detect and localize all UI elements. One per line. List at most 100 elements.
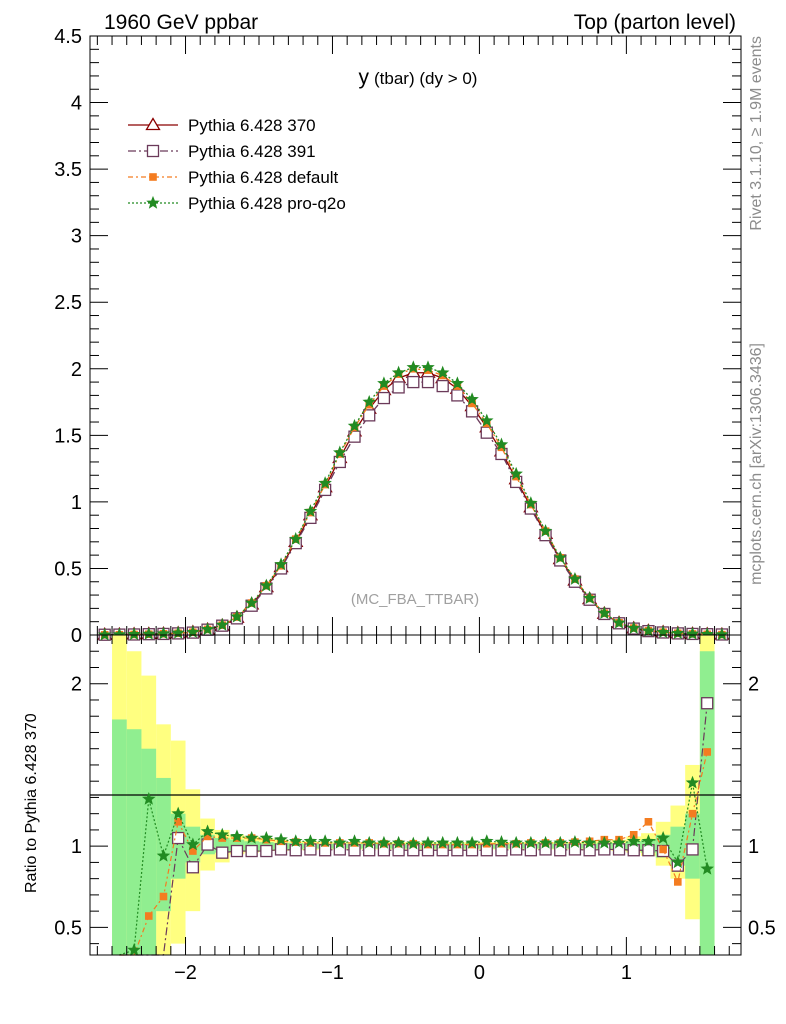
main-data-point (215, 617, 230, 631)
main-data-point (230, 609, 244, 623)
main-data-point (259, 578, 274, 592)
ratio-data-point (186, 837, 200, 851)
ratio-data-point (274, 843, 288, 856)
main-data-point (156, 626, 171, 640)
ratio-y-tick-label-right: 0.5 (748, 917, 776, 939)
ratio-x-tick-label: 0 (474, 962, 485, 984)
main-y-tick-label: 0 (71, 625, 82, 647)
main-data-point (468, 399, 476, 408)
ratio-data-point (480, 834, 494, 848)
ratio-band-inner (670, 826, 686, 866)
main-data-point (318, 476, 332, 489)
main-plot-marks (97, 360, 730, 641)
ratio-data-point (685, 775, 700, 789)
ratio-data-point (674, 878, 682, 886)
main-data-point (435, 365, 450, 379)
plot-title: y (tbar) (dy > 0) (359, 66, 478, 89)
legend: Pythia 6.428 370 Pythia 6.428 391 Pythia 6… (128, 116, 346, 213)
ratio-y-tick-label-right: 1 (748, 836, 759, 858)
main-data-point (421, 360, 435, 374)
ratio-data-point (245, 844, 258, 858)
ratio-x-tick-label: −1 (321, 962, 344, 984)
ratio-data-point (216, 846, 229, 859)
main-data-point (274, 557, 288, 571)
ratio-data-point (127, 943, 141, 956)
main-data-point (465, 392, 479, 406)
main-data-point (436, 379, 449, 393)
main-y-tick-label: 3.5 (54, 159, 82, 181)
ratio-data-point (686, 843, 699, 856)
plot-title-variable: y (359, 66, 370, 89)
main-data-point (288, 532, 303, 545)
main-data-point (715, 627, 729, 641)
ratio-data-point (494, 835, 509, 848)
main-data-point (407, 375, 420, 389)
main-data-point (582, 591, 597, 605)
ratio-data-point (318, 834, 332, 848)
main-y-tick-label: 0.5 (54, 558, 82, 580)
ratio-y-tick-label: 1 (71, 836, 82, 858)
main-data-point (303, 504, 318, 517)
main-data-point (494, 437, 509, 451)
ratio-band-inner (126, 729, 142, 955)
ratio-y-tick-label: 2 (71, 674, 82, 696)
ratio-data-point (641, 834, 656, 848)
ratio-band-inner (112, 719, 127, 955)
main-data-point (377, 391, 391, 405)
ratio-x-tick-label: 1 (621, 962, 632, 984)
main-y-tick-label: 2.5 (54, 292, 82, 314)
ratio-data-point (259, 830, 274, 844)
main-data-point (142, 626, 156, 640)
ratio-data-point (200, 824, 215, 838)
ratio-data-point (174, 818, 182, 826)
ratio-data-point (362, 835, 376, 849)
ratio-data-point (627, 844, 640, 857)
main-y-tick-label: 1 (71, 492, 82, 514)
ratio-data-point (230, 829, 244, 843)
main-y-tick-label: 4 (71, 93, 82, 115)
ratio-data-point (700, 861, 714, 875)
main-data-point (450, 376, 465, 390)
ratio-data-point (144, 912, 153, 920)
ratio-data-point (659, 845, 667, 854)
plot-title-selection: (tbar) (dy > 0) (374, 69, 477, 88)
main-data-point (480, 413, 494, 427)
main-data-point (597, 606, 612, 620)
main-data-point (391, 365, 406, 379)
legend-entry: Pythia 6.428 default (188, 168, 339, 187)
main-y-axis: 0 0.5 1 1.5 2 2.5 3 3.5 4 4.5 (54, 26, 741, 647)
legend-marker (146, 195, 160, 209)
main-data-point (524, 496, 538, 509)
ratio-data-point (142, 791, 156, 805)
ratio-data-point (203, 832, 212, 841)
main-data-point (363, 409, 376, 422)
ratio-data-point (671, 855, 685, 869)
legend-marker (146, 144, 160, 158)
ratio-data-point (377, 835, 391, 849)
ratio-x-tick-label: −2 (174, 962, 197, 984)
ratio-data-point (288, 834, 303, 848)
ratio-data-point (524, 835, 538, 849)
ratio-data-point (582, 835, 597, 849)
ratio-data-point (391, 835, 406, 849)
main-data-point (612, 615, 626, 629)
ratio-data-point (159, 892, 168, 901)
main-data-point (568, 571, 582, 585)
main-data-point (626, 621, 641, 634)
ratio-band-inner (156, 777, 171, 912)
main-plot-panel: 0 0.5 1 1.5 2 2.5 3 3.5 4 4.5 y (tbar) (dy > 0) (M… (54, 26, 742, 647)
main-data-point (641, 623, 656, 637)
main-data-point (244, 595, 259, 609)
mcplots-reference-label: mcplots.cern.ch [arXiv:1306.3436] (748, 343, 765, 585)
main-data-point (200, 622, 215, 636)
main-data-point (362, 394, 376, 408)
main-y-tick-label: 2 (71, 359, 82, 381)
ratio-data-point (583, 844, 596, 857)
ratio-data-point (333, 835, 347, 849)
ratio-data-point (421, 835, 435, 849)
main-data-point (392, 381, 405, 394)
main-y-tick-label: 1.5 (54, 425, 82, 447)
main-data-point (538, 524, 553, 537)
ratio-data-point (701, 697, 714, 710)
